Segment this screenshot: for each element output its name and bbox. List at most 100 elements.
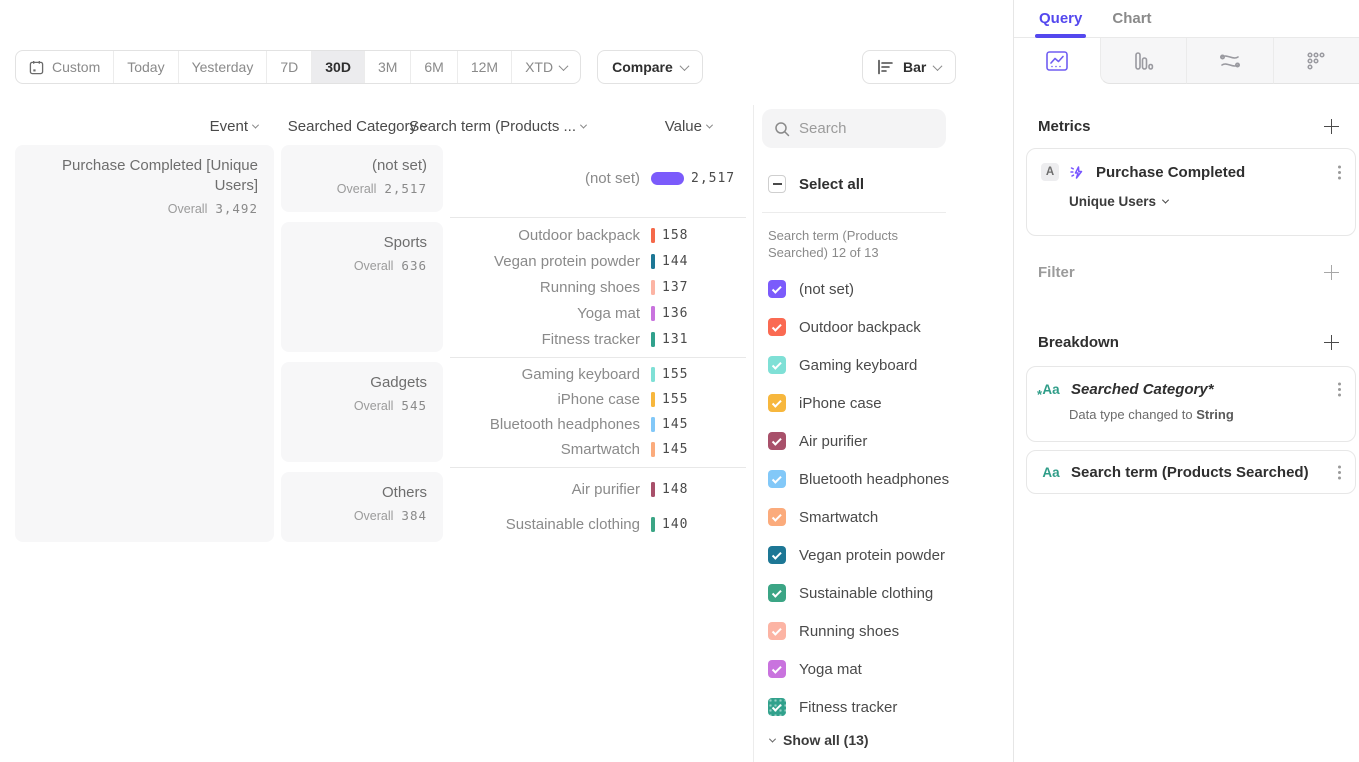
legend-item[interactable]: Gaming keyboard [768, 346, 998, 384]
category-cell-not-set[interactable]: (not set) Overall 2,517 [281, 145, 443, 212]
query-panel: Query Chart [1013, 0, 1359, 762]
query-panel-tabs: Query Chart [1014, 0, 1359, 38]
select-all-row[interactable]: Select all [768, 175, 864, 193]
bar-mark[interactable] [651, 442, 655, 457]
bar-mark[interactable] [651, 253, 655, 269]
table-row: Fitness tracker 131 [541, 330, 689, 348]
check-icon [771, 397, 782, 408]
chevron-down-icon [705, 121, 714, 129]
legend-checkbox[interactable] [768, 546, 786, 564]
bar-mark[interactable] [651, 517, 655, 532]
bar-mark[interactable] [651, 482, 655, 497]
legend-item[interactable]: Smartwatch [768, 498, 998, 536]
tab-retention[interactable] [1272, 38, 1359, 84]
bar-mark[interactable] [651, 417, 655, 432]
legend-item[interactable]: Outdoor backpack [768, 308, 998, 346]
table-row: Sustainable clothing 140 [505, 516, 689, 533]
string-property-icon: Aa [1042, 464, 1060, 480]
legend-checkbox[interactable] [768, 660, 786, 678]
search-input[interactable] [799, 120, 929, 137]
legend-checkbox[interactable] [768, 698, 786, 716]
legend-checkbox[interactable] [768, 432, 786, 450]
add-breakdown-button[interactable] [1324, 335, 1339, 350]
metric-card[interactable]: A Purchase Completed Unique Users [1026, 148, 1356, 236]
event-bolt-icon [1070, 165, 1083, 179]
select-all-checkbox[interactable] [768, 175, 786, 193]
legend-checkbox[interactable] [768, 584, 786, 602]
legend-checkbox[interactable] [768, 508, 786, 526]
column-header-searched-category[interactable]: Searched Category [281, 116, 429, 136]
category-cell-sports[interactable]: Sports Overall 636 [281, 222, 443, 352]
legend-checkbox[interactable] [768, 394, 786, 412]
tab-chart[interactable]: Chart [1112, 10, 1152, 27]
date-range-30d[interactable]: 30D [311, 51, 364, 83]
bar-mark[interactable] [651, 331, 655, 347]
tab-query[interactable]: Query [1034, 0, 1087, 38]
measure-selector[interactable]: Unique Users [1069, 194, 1355, 209]
date-range-7d[interactable]: 7D [266, 51, 311, 83]
report-type-tabs [1014, 38, 1359, 84]
bar-mark[interactable] [651, 367, 655, 382]
breakdown-card-searched-category[interactable]: Aa * Searched Category* Data type changed… [1026, 366, 1356, 442]
toolbar: Custom Today Yesterday 7D 30D 3M 6M 12M … [15, 50, 703, 84]
date-range-yesterday[interactable]: Yesterday [177, 51, 267, 83]
insights-icon [1045, 50, 1068, 71]
bar-mark[interactable] [651, 392, 655, 407]
date-range-12m[interactable]: 12M [456, 51, 511, 83]
date-range-6m[interactable]: 6M [410, 51, 456, 83]
legend-item[interactable]: Fitness tracker [768, 688, 998, 726]
date-range-custom[interactable]: Custom [16, 51, 113, 83]
table-row: Bluetooth headphones 145 [489, 416, 689, 433]
date-range-xtd[interactable]: XTD [511, 51, 580, 83]
legend-item[interactable]: Running shoes [768, 612, 998, 650]
legend-checkbox[interactable] [768, 318, 786, 336]
bar-mark[interactable] [651, 305, 655, 321]
tab-funnels[interactable] [1099, 38, 1186, 84]
chevron-down-icon [579, 121, 588, 129]
check-icon [771, 701, 782, 712]
bar-mark[interactable] [651, 279, 655, 295]
legend-item[interactable]: Yoga mat [768, 650, 998, 688]
category-cell-others[interactable]: Others Overall 384 [281, 472, 443, 542]
check-icon [771, 359, 782, 370]
funnels-icon [1135, 51, 1154, 70]
bar-mark[interactable] [651, 172, 684, 185]
term-group-not-set: (not set) 2,517 [450, 145, 750, 212]
legend-item[interactable]: Bluetooth headphones [768, 460, 998, 498]
event-overall: Overall 3,492 [167, 201, 258, 216]
add-filter-button[interactable] [1324, 265, 1339, 280]
data-type-note: Data type changed to String [1069, 407, 1234, 422]
tab-insights[interactable] [1014, 38, 1100, 84]
add-metric-button[interactable] [1324, 119, 1339, 134]
kebab-menu-icon[interactable] [1338, 388, 1341, 391]
column-header-value[interactable]: Value [642, 116, 714, 136]
legend-item[interactable]: Air purifier [768, 422, 998, 460]
legend-item[interactable]: Sustainable clothing [768, 574, 998, 612]
legend-item[interactable]: Vegan protein powder [768, 536, 998, 574]
legend-checkbox[interactable] [768, 622, 786, 640]
column-header-search-term[interactable]: Search term (Products ... [400, 116, 588, 136]
column-header-event[interactable]: Event [15, 116, 260, 136]
date-range-3m[interactable]: 3M [363, 51, 410, 83]
indeterminate-icon [772, 183, 782, 185]
category-cell-gadgets[interactable]: Gadgets Overall 545 [281, 362, 443, 462]
legend-checkbox[interactable] [768, 356, 786, 374]
bar-mark[interactable] [651, 227, 655, 243]
legend-item[interactable]: iPhone case [768, 384, 998, 422]
breakdown-card-search-term[interactable]: Aa Search term (Products Searched) [1026, 450, 1356, 494]
date-range-today[interactable]: Today [113, 51, 177, 83]
compare-button[interactable]: Compare [597, 50, 703, 84]
kebab-menu-icon[interactable] [1338, 470, 1341, 474]
check-icon [771, 625, 782, 636]
legend-panel-divider [753, 105, 754, 762]
legend-item[interactable]: (not set) [768, 270, 998, 308]
kebab-menu-icon[interactable] [1338, 170, 1341, 174]
legend-checkbox[interactable] [768, 470, 786, 488]
group-divider [450, 357, 746, 358]
chart-type-selector[interactable]: Bar [862, 50, 957, 84]
flows-icon [1219, 54, 1240, 68]
event-cell[interactable]: Purchase Completed [Unique Users] Overal… [15, 145, 274, 542]
tab-flows[interactable] [1186, 38, 1273, 84]
legend-checkbox[interactable] [768, 280, 786, 298]
show-all-button[interactable]: Show all (13) [768, 732, 869, 748]
